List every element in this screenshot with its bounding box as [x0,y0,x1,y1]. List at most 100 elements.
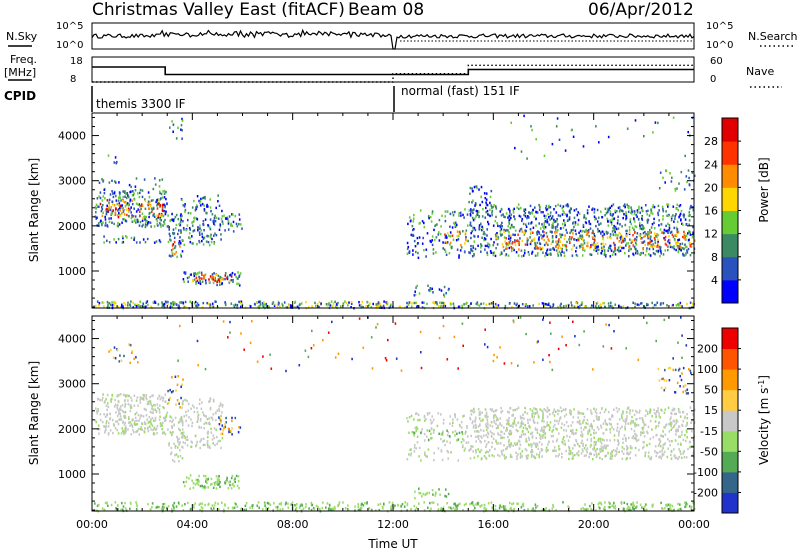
power-echo [155,217,158,221]
velocity-echo [178,460,180,463]
velocity-echo [489,430,492,433]
velocity-echo-green [321,506,324,510]
power-echo [102,195,105,198]
power-echo [181,239,183,242]
power-echo-strong [526,237,529,240]
power-echo [188,236,190,239]
velocity-echo [685,439,687,443]
velocity-echo [212,400,215,403]
velocity-echo [552,425,555,428]
power-echo-strong [159,214,161,217]
power-echo [508,231,510,234]
velocity-echo [638,448,640,452]
velocity-echo [431,415,433,418]
power-echo [107,207,110,210]
velocity-echo-green [391,504,393,507]
velocity-echo [456,418,459,421]
power-echo [681,242,684,245]
power-echo [488,244,491,247]
velocity-echo-green [504,505,507,508]
velocity-echo [632,421,634,424]
power-echo [208,243,211,247]
power-echo [577,237,579,240]
velocity-echo [442,430,444,433]
velocity-echo [182,431,185,434]
velocity-echo-green [237,475,240,478]
power-echo [518,207,520,211]
power-echo [187,280,189,283]
power-echo [202,220,205,223]
power-echo [497,236,500,239]
velocity-echo [582,444,584,447]
velocity-echo-green [298,506,301,509]
velocity-echo [533,421,536,424]
power-clutter [171,302,173,305]
power-echo [507,243,510,246]
velocity-echo [147,421,149,424]
velocity-echo [581,433,584,436]
power-echo [114,180,116,183]
velocity-echo [501,430,503,434]
velocity-echo [655,415,657,419]
power-clutter [416,305,418,308]
velocity-echo [672,407,675,410]
power-echo [596,246,598,249]
power-echo [209,218,212,221]
power-clutter [163,306,166,309]
velocity-echo-green [679,507,682,511]
power-echo-strong [514,240,516,244]
power-echo [166,202,168,206]
power-echo-strong [548,239,550,242]
power-echo [529,204,532,208]
velocity-echo-green [456,504,459,507]
power-echo [625,211,627,214]
power-echo [145,220,147,223]
velocity-echo [543,430,545,433]
power-echo [607,231,609,234]
power-echo [583,215,585,219]
power-echo [470,224,473,227]
power-echo-strong [517,233,519,236]
power-echo [202,243,205,246]
velocity-echo [181,436,183,439]
velocity-echo [577,416,579,419]
power-echo [197,281,200,284]
power-clutter [305,300,307,304]
power-clutter [241,303,244,306]
velocity-echo-green [512,502,515,505]
velocity-echo [500,424,503,427]
colorbar-tick-label: 16 [704,205,718,218]
velocity-echo [524,423,526,427]
power-clutter [647,303,649,306]
power-echo [602,231,605,234]
velocity-echo [186,435,188,438]
power-clutter [532,304,534,307]
velocity-echo [546,410,549,413]
power-clutter [236,303,239,307]
velocity-echo [553,414,556,417]
power-clutter [330,300,333,303]
power-echo-strong [118,204,120,207]
velocity-echo [119,407,121,410]
power-echo [523,233,525,236]
power-echo-strong [106,207,108,211]
power-clutter [182,302,185,305]
power-echo [646,221,649,224]
power-echo [692,225,694,229]
velocity-echo [213,427,216,430]
velocity-echo [568,452,570,455]
power-echo-strong [119,204,122,208]
velocity-echo [611,450,613,453]
velocity-echo [646,432,649,435]
power-echo [474,202,477,205]
velocity-echo [161,428,163,431]
velocity-echo [603,410,606,414]
velocity-echo [212,413,215,416]
velocity-echo [442,418,445,422]
velocity-echo-green [216,482,218,485]
power-echo-strong [610,236,612,240]
power-echo-strong [622,239,624,243]
velocity-echo [535,407,537,411]
power-echo [543,222,546,225]
power-clutter [656,301,659,304]
